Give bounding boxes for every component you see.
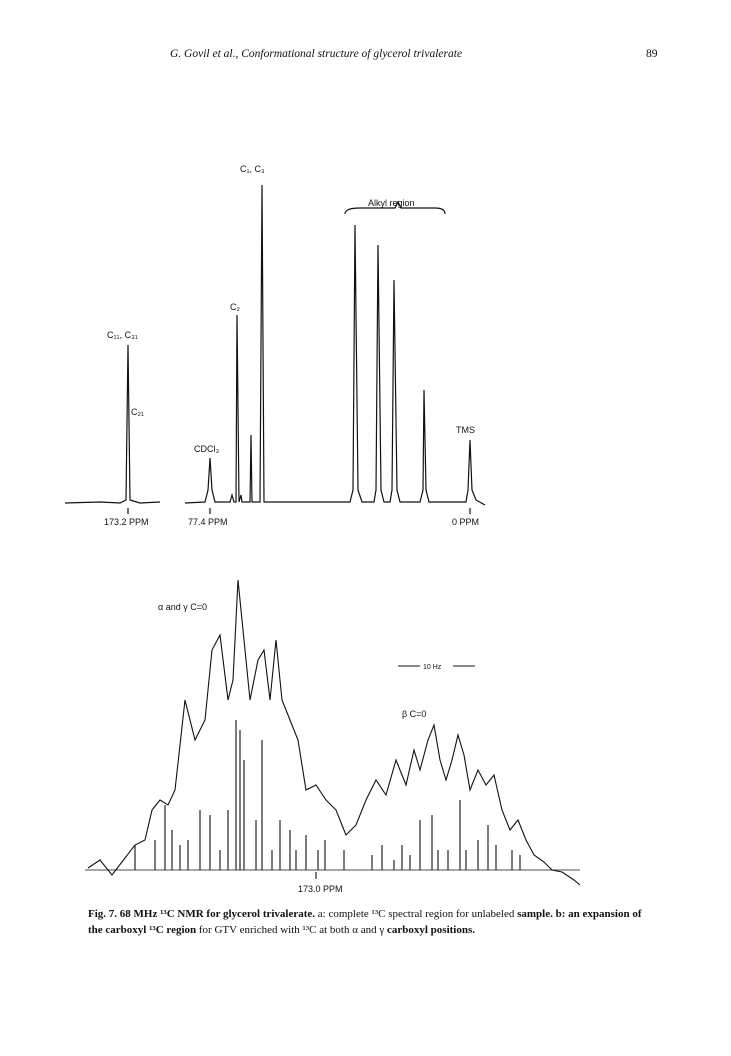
spectrum-b [85, 579, 581, 886]
peak-label: α and γ C=0 [158, 602, 207, 612]
peak-label: TMS [456, 425, 475, 435]
running-title: G. Govil et al., Conformational structur… [170, 48, 463, 60]
axis-label: 0 PPM [452, 517, 479, 527]
axis-label: 173.2 PPM [104, 517, 149, 527]
scale-label: 10 Hz [423, 664, 442, 671]
peak-label: C₂ [230, 302, 240, 312]
peak-label: C₁₁, C₃₁ [107, 330, 138, 340]
spectrum-a [64, 184, 486, 514]
peak-label: CDCl₃ [194, 444, 219, 454]
caption-bold: sample. b: an expansion of the carboxyl … [88, 908, 642, 936]
caption-bold: Fig. 7. 68 MHz ¹³C NMR for glycerol triv… [88, 908, 316, 920]
caption-bold: carboxyl positions. [386, 924, 475, 936]
caption-text: for GTV enriched with ¹³C at both α and … [198, 924, 385, 936]
region-label: Alkyl region [368, 198, 415, 208]
axis-label: 173.0 PPM [298, 884, 343, 894]
page-number: 89 [646, 48, 658, 60]
peak-label: C₂₁ [131, 407, 144, 417]
peak-label: β C=0 [402, 709, 426, 719]
peak-label: C₁, C₃ [240, 164, 265, 174]
caption-text: a: complete ¹³C spectral region for unla… [317, 908, 515, 920]
caption: Fig. 7. 68 MHz ¹³C NMR for glycerol triv… [88, 906, 648, 938]
axis-label: 77.4 PPM [188, 517, 228, 527]
